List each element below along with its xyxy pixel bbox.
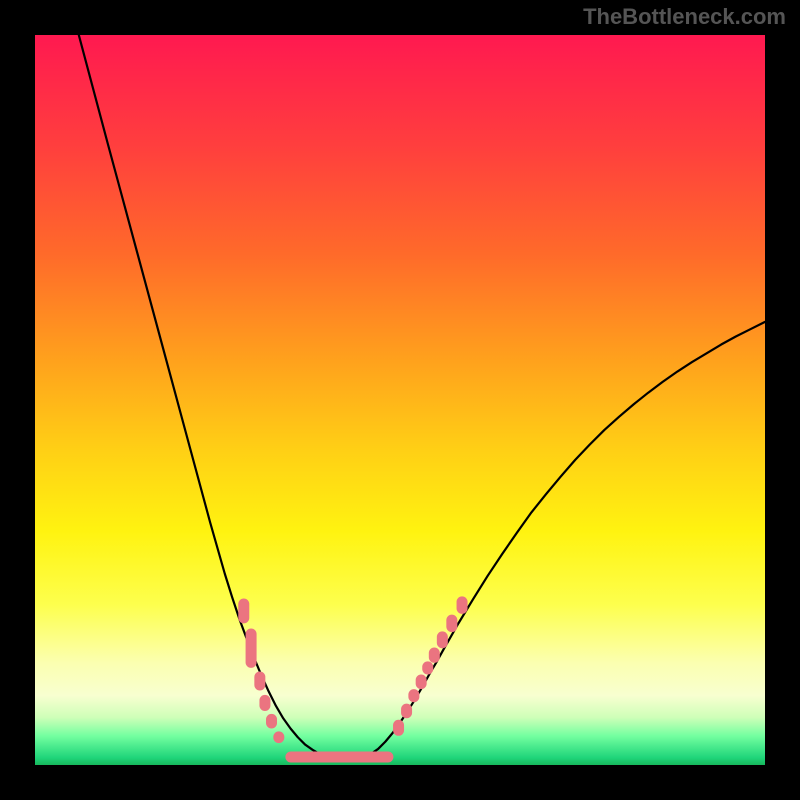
data-marker	[285, 751, 393, 762]
watermark-text: TheBottleneck.com	[583, 4, 786, 30]
data-marker	[429, 647, 440, 662]
data-marker	[393, 720, 404, 736]
data-marker	[238, 599, 249, 624]
plot-area	[35, 35, 765, 765]
data-marker	[266, 714, 277, 729]
data-marker	[259, 695, 270, 711]
data-marker	[416, 674, 427, 689]
data-marker	[254, 672, 265, 691]
data-marker	[246, 628, 257, 667]
bottleneck-curve	[342, 322, 765, 759]
data-marker	[408, 689, 419, 702]
data-marker	[401, 704, 412, 719]
chart-container: TheBottleneck.com	[0, 0, 800, 800]
data-marker	[457, 596, 468, 614]
data-marker	[273, 731, 284, 743]
bottleneck-curve	[79, 35, 342, 759]
data-marker	[422, 661, 433, 674]
data-marker	[437, 631, 448, 648]
curve-layer	[35, 35, 765, 765]
data-marker	[446, 615, 457, 633]
